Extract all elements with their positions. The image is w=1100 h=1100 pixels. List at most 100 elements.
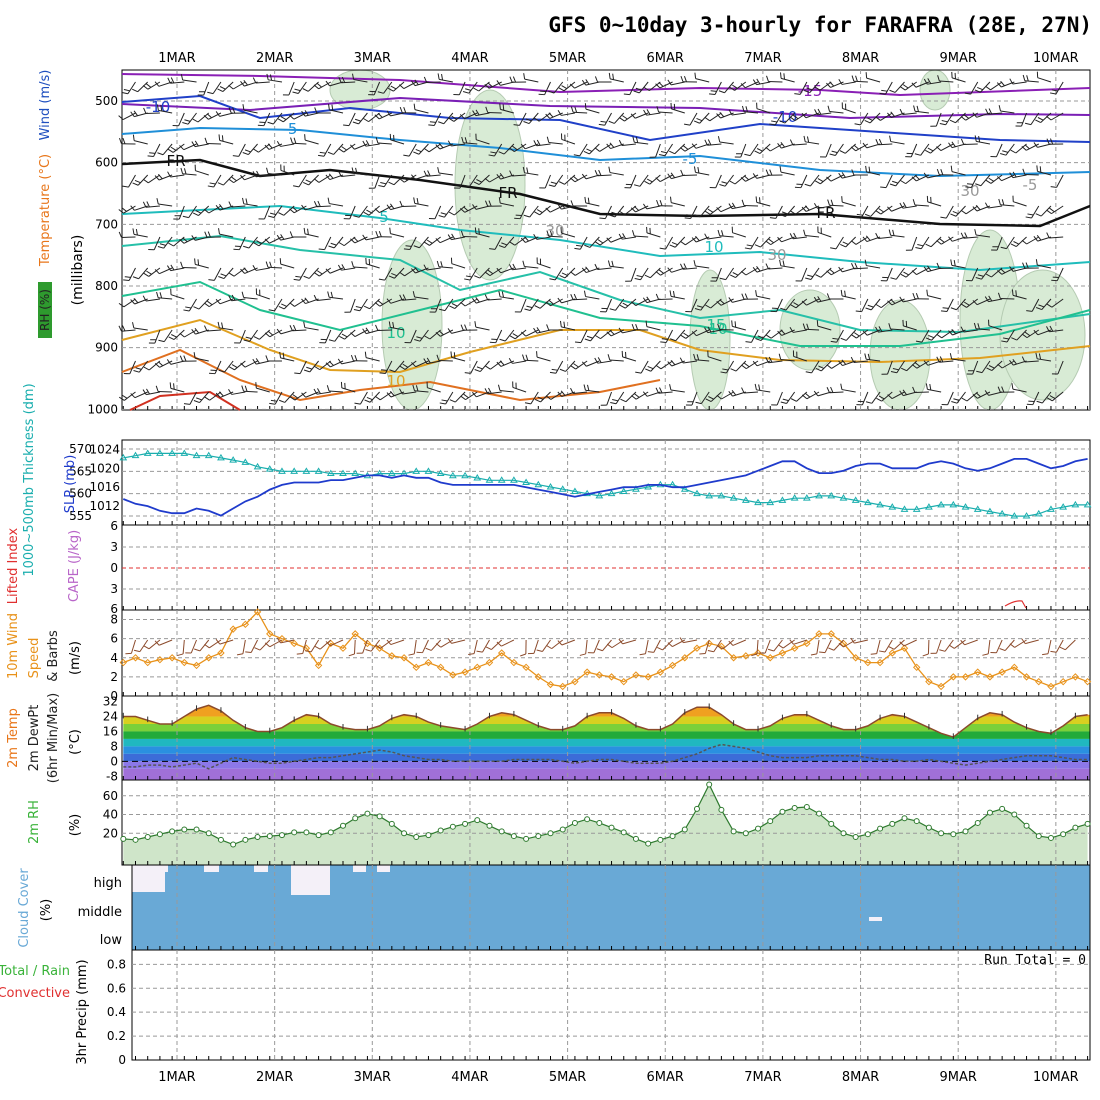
wind-barb-flag bbox=[327, 291, 330, 298]
wind-barb-flag bbox=[289, 325, 293, 331]
wind-barb-staff bbox=[575, 360, 588, 370]
wind-barb-flag bbox=[338, 170, 342, 177]
wind-barb-flag bbox=[341, 76, 346, 83]
wind-barb-flag bbox=[426, 357, 431, 364]
wind-barb-flag bbox=[815, 274, 822, 278]
wind-barb-staff bbox=[529, 298, 539, 311]
cloud-level-label: low bbox=[100, 933, 123, 948]
wind-barb-flag bbox=[167, 77, 171, 84]
wind-barb-staff bbox=[378, 112, 393, 120]
wind-barb-flag bbox=[545, 301, 551, 307]
wind-barb-flag bbox=[389, 390, 395, 397]
wind-barb-flag bbox=[854, 123, 861, 126]
wind-barb-flag bbox=[487, 269, 494, 275]
wind-barb-flag bbox=[355, 167, 358, 174]
wind-barb-staff bbox=[580, 329, 588, 343]
wind-barb-staff bbox=[414, 296, 429, 300]
wind-barb-flag bbox=[130, 393, 136, 399]
rh2m-point bbox=[950, 831, 957, 838]
wind-barb-flag bbox=[496, 361, 502, 367]
wind-barb-staff bbox=[273, 205, 283, 218]
wind-barb-flag bbox=[269, 74, 273, 81]
bottom-date-label: 2MAR bbox=[256, 1070, 293, 1085]
thickness-point bbox=[534, 480, 543, 488]
wind-barb-staff bbox=[794, 112, 808, 122]
wind-barb-staff bbox=[991, 267, 1003, 278]
wind-barb-flag bbox=[961, 303, 967, 308]
wind-barb-flag bbox=[635, 371, 642, 374]
wind-barb-flag bbox=[691, 331, 697, 337]
wind-barb-staff bbox=[343, 236, 356, 247]
wind-barb-staff bbox=[561, 639, 576, 646]
wind-barb-flag bbox=[801, 112, 807, 119]
wind-barb-staff bbox=[1030, 112, 1040, 125]
wind-barb-flag bbox=[922, 653, 929, 657]
panel-frame bbox=[121, 439, 1091, 526]
wind-barb-staff bbox=[243, 390, 258, 393]
wind-barb-flag bbox=[656, 646, 663, 651]
wind-barb-staff bbox=[800, 174, 808, 188]
wind-barb-staff bbox=[463, 142, 478, 145]
wind-barb-flag bbox=[645, 320, 648, 327]
thickness-point bbox=[802, 494, 811, 501]
wind-barb-staff bbox=[304, 139, 319, 145]
wind-barb-staff bbox=[644, 639, 649, 654]
wind-barb-flag bbox=[813, 390, 819, 397]
wind-barb-flag bbox=[264, 238, 270, 244]
wind-barb-flag bbox=[252, 265, 257, 271]
wind-barb-staff bbox=[941, 329, 954, 339]
wind-barb-flag bbox=[949, 644, 955, 649]
wind-barb-flag bbox=[585, 266, 590, 272]
wind-barb-staff bbox=[902, 205, 917, 209]
wind-barb-flag bbox=[694, 214, 701, 218]
wind-barb-flag bbox=[228, 107, 232, 114]
rh2m-point bbox=[730, 828, 737, 835]
wind-barb-staff bbox=[1006, 329, 1015, 343]
wind-barb-staff bbox=[939, 360, 954, 363]
wind-barb-flag bbox=[468, 653, 475, 655]
wind-barb-flag bbox=[354, 355, 358, 361]
wind-barb-staff bbox=[670, 81, 685, 86]
wind-barb-flag bbox=[973, 322, 977, 329]
wind-barb-staff bbox=[976, 140, 991, 145]
wind-barb-flag bbox=[1026, 310, 1033, 312]
wind-barb-flag bbox=[669, 384, 672, 391]
wind-barb-flag bbox=[574, 247, 581, 250]
wind-barb-staff bbox=[359, 391, 368, 405]
wind-barb-flag bbox=[166, 265, 172, 271]
wind-barb-flag bbox=[245, 651, 252, 653]
wind-barb-flag bbox=[184, 119, 191, 122]
rh2m-point bbox=[535, 833, 542, 840]
thickness-point bbox=[119, 453, 128, 461]
wind-barb-staff bbox=[353, 639, 356, 655]
wind-barb-staff bbox=[878, 236, 893, 239]
rh2m-point bbox=[352, 815, 359, 822]
rh2m-point bbox=[315, 832, 322, 839]
wind-barb-flag bbox=[453, 352, 456, 359]
wind-barb-staff bbox=[646, 112, 661, 116]
wind-barb-flag bbox=[985, 108, 989, 115]
top-date-label: 4MAR bbox=[451, 51, 488, 66]
wind-barb-staff bbox=[243, 109, 258, 114]
wind-barb-flag bbox=[290, 137, 293, 144]
wind-barb-flag bbox=[618, 139, 623, 146]
wind-barb-staff bbox=[349, 205, 356, 220]
wind-barb-flag bbox=[328, 103, 330, 110]
wind-barb-flag bbox=[485, 106, 489, 113]
wind-barb-staff bbox=[887, 360, 893, 375]
wind-barb-staff bbox=[369, 391, 380, 403]
wind-barb-flag bbox=[765, 240, 771, 246]
wind-barb-staff bbox=[861, 391, 869, 406]
wind-speed-point bbox=[449, 671, 457, 679]
pressure-axis-label: (millibars) bbox=[70, 235, 86, 306]
wind-barb-flag bbox=[630, 207, 636, 213]
wind-barb-flag bbox=[1009, 78, 1014, 85]
wind-barb-staff bbox=[188, 298, 197, 312]
wind-barb-flag bbox=[916, 105, 919, 112]
wind-barb-flag bbox=[338, 242, 345, 247]
wind-barb-flag bbox=[643, 203, 648, 210]
wind-barb-flag bbox=[447, 140, 452, 147]
wind-barb-flag bbox=[679, 263, 684, 270]
wind-barb-flag bbox=[132, 322, 135, 329]
wind-barb-flag bbox=[583, 384, 586, 391]
